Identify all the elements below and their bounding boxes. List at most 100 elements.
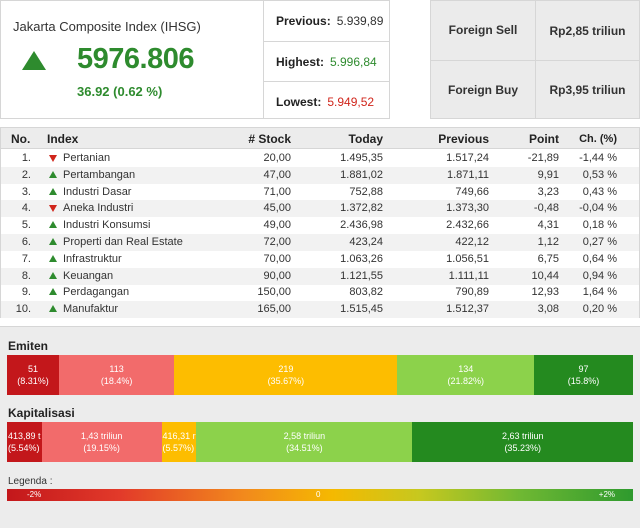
row-change: 0,53 % [582,168,617,181]
row-change: 0,43 % [582,185,617,198]
row-today: 423,24 [349,236,383,248]
row-point: 6,75 [537,252,559,265]
row-stock: 150,00 [257,286,291,299]
kapitalisasi-segment: 1,43 triliun (19.15%) [41,422,162,462]
lowest-value: 5.949,52 [327,94,375,109]
sector-index-table: No. Index # Stock Today Previous Point C… [0,127,640,319]
foreign-buy-row: Foreign Buy Rp3,95 triliun [431,60,639,119]
segment-value: 97 [578,364,589,374]
row-index-name: Aneka Industri [63,202,134,215]
legend-gradient-bar: -2% 0 +2% [7,489,633,501]
row-point: 3,08 [537,303,559,316]
row-point: 12,93 [531,286,559,299]
row-today: 803,82 [349,286,383,299]
lowest-row: Lowest: 5.949,52 [264,81,389,121]
row-number: 2. [21,168,31,181]
index-summary-card: Jakarta Composite Index (IHSG) 5976.806 … [0,0,264,119]
row-index-name: Keuangan [63,269,114,282]
triangle-up-icon [49,254,57,262]
row-previous: 2.432,66 [446,219,489,232]
row-number: 7. [21,252,31,265]
row-point: 1,12 [537,236,559,248]
row-today: 752,88 [349,185,383,198]
row-index-name: Pertambangan [63,168,136,181]
table-row: 1. Pertanian 20,00 1.495,35 1.517,24 -21,89 -1… [1,150,639,167]
row-number: 6. [21,236,31,248]
segment-percent: (35.23%) [504,443,541,453]
row-today: 1.495,35 [340,152,383,164]
segment-percent: (18.4%) [100,376,133,386]
row-index-name: Industri Dasar [63,185,132,198]
index-value: 5976.806 [77,43,194,75]
row-previous: 749,66 [455,185,489,198]
row-number: 9. [21,286,31,299]
segment-value: 413,89 t [8,431,41,441]
row-stock: 47,00 [263,168,291,181]
triangle-down-icon [49,155,57,162]
table-row: 2. Pertambangan 47,00 1.881,02 1.871,11 9,91 0… [1,166,639,184]
highest-row: Highest: 5.996,84 [264,41,389,81]
row-stock: 90,00 [263,269,291,282]
index-stats-card: Previous: 5.939,89 Highest: 5.996,84 Low… [264,0,390,119]
triangle-up-icon [49,170,57,178]
triangle-up-icon [49,238,57,245]
segment-value: 219 [278,364,294,374]
row-today: 2.436,98 [340,219,383,232]
kapitalisasi-segment: 416,31 r (5.57%) [161,422,197,462]
row-index-name: Properti dan Real Estate [63,236,183,248]
row-point: 3,23 [537,185,559,198]
row-change: 1,64 % [582,286,617,299]
index-title: Jakarta Composite Index (IHSG) [13,19,201,34]
emiten-segment: 219 (35.67%) [174,355,398,395]
row-stock: 165,00 [257,303,291,316]
header-previous: Previous [438,132,489,146]
row-number: 4. [21,202,31,215]
row-previous: 1.517,24 [446,152,489,164]
row-previous: 1.512,37 [446,303,489,316]
segment-value: 2,63 triliun [501,431,544,441]
row-stock: 70,00 [263,252,291,265]
emiten-segment: 113 (18.4%) [59,355,175,395]
highest-label: Highest: [276,54,324,69]
emiten-segment: 51 (8.31%) [7,355,60,395]
market-breadth-panel: Emiten 51 (8.31%) 113 (18.4%) 219 (35.67%) 134… [0,326,640,528]
foreign-sell-label: Foreign Sell [431,1,536,60]
triangle-up-icon [49,187,57,195]
row-stock: 71,00 [263,185,291,198]
table-row: 8. Keuangan 90,00 1.121,55 1.111,11 10,44 0,94… [1,267,639,285]
previous-value: 5.939,89 [336,14,384,28]
row-today: 1.515,45 [340,303,383,316]
segment-value: 2,58 triliun [283,431,326,441]
kapitalisasi-title: Kapitalisasi [8,406,75,420]
foreign-flow-card: Foreign Sell Rp2,85 triliun Foreign Buy … [430,0,640,119]
previous-label: Previous: [276,14,331,28]
highest-value: 5.996,84 [330,54,377,69]
kapitalisasi-segment: 413,89 t (5.54%) [7,422,42,462]
legend-mid-label: 0 [316,490,321,499]
row-previous: 422,12 [455,236,489,248]
row-change: 0,27 % [582,236,617,248]
row-point: 10,44 [531,269,559,282]
foreign-sell-row: Foreign Sell Rp2,85 triliun [431,1,639,60]
foreign-buy-label: Foreign Buy [431,61,536,119]
row-stock: 72,00 [263,236,291,248]
lowest-label: Lowest: [276,94,322,109]
row-point: 9,91 [537,168,559,181]
triangle-up-icon [22,51,46,70]
triangle-up-icon [49,221,57,229]
kapitalisasi-segment: 2,63 triliun (35.23%) [412,422,633,462]
table-row: 9. Perdagangan 150,00 803,82 790,89 12,93 1,64… [1,284,639,301]
segment-value: 1,43 triliun [80,431,123,441]
header-index: Index [47,132,79,146]
header-no: No. [11,132,31,146]
row-change: -1,44 % [579,152,617,164]
legend-title: Legenda : [8,476,53,487]
table-row: 5. Industri Konsumsi 49,00 2.436,98 2.432,66… [1,217,639,234]
row-index-name: Industri Konsumsi [63,219,151,232]
row-number: 5. [21,219,31,232]
segment-percent: (5.54%) [8,443,40,453]
row-previous: 790,89 [455,286,489,299]
row-index-name: Infrastruktur [63,252,122,265]
foreign-sell-value: Rp2,85 triliun [549,23,626,38]
row-change: 0,94 % [582,269,617,282]
